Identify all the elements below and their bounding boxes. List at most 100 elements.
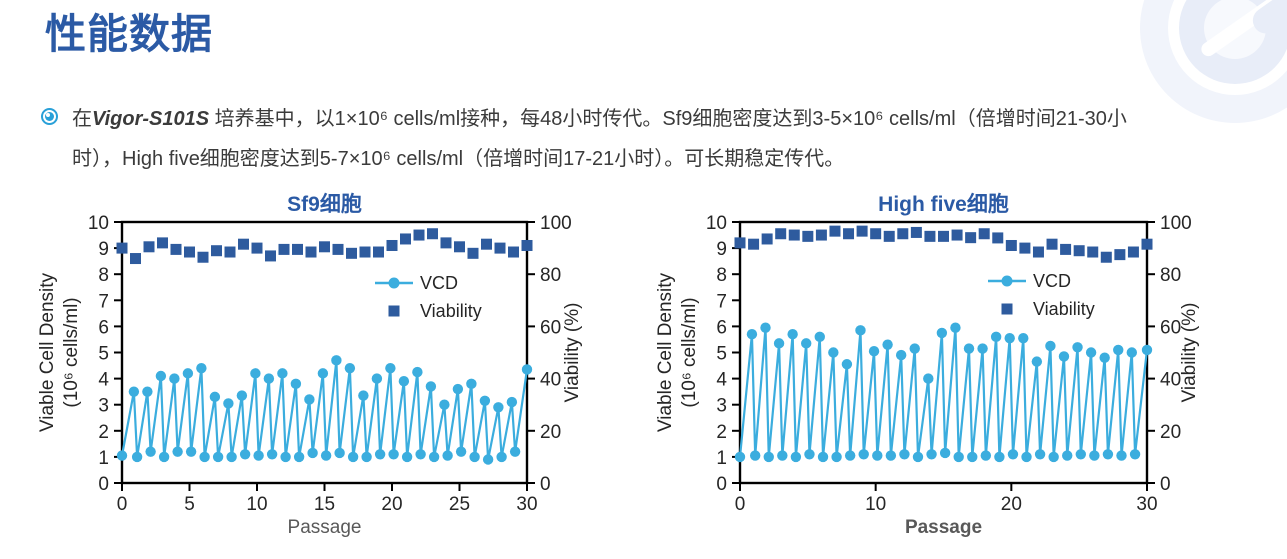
viability-marker (157, 237, 168, 249)
viability-marker (978, 228, 990, 240)
vcd-marker (371, 373, 383, 384)
legend-vcd-marker (1001, 275, 1013, 287)
vcd-marker (209, 391, 221, 403)
y-left-axis-title: Viable Cell Density (655, 272, 676, 432)
vcd-marker (828, 347, 839, 358)
vcd-marker (320, 450, 332, 461)
y-left-tick-label: 6 (98, 317, 109, 338)
viability-marker (359, 246, 371, 258)
vcd-marker (196, 362, 207, 374)
vcd-marker (749, 450, 761, 461)
y-right-axis-title: Viability (%) (562, 303, 583, 403)
vcd-marker (953, 451, 964, 463)
vcd-marker (466, 378, 477, 390)
vcd-marker (1031, 356, 1043, 367)
viability-marker (467, 247, 479, 259)
vcd-marker (734, 451, 746, 463)
viability-marker (481, 238, 492, 250)
y-left-tick-label: 1 (98, 448, 109, 469)
viability-marker (400, 233, 411, 245)
vcd-marker (455, 446, 467, 457)
legend-vcd-label: VCD (1033, 271, 1071, 291)
vcd-marker (923, 373, 934, 384)
vcd-marker (344, 362, 356, 374)
vcd-marker (185, 446, 197, 457)
y-left-tick-label: 6 (716, 317, 727, 338)
y-right-tick-label: 100 (540, 213, 572, 234)
viability-marker (211, 245, 222, 257)
y-left-tick-label: 10 (706, 213, 727, 234)
viability-marker (427, 228, 438, 240)
viability-marker (1046, 238, 1058, 250)
plot-frame (120, 220, 529, 485)
vcd-marker (145, 446, 156, 457)
y-right-tick-label: 60 (540, 317, 561, 338)
y-left-axis-title: Viable Cell Density (37, 272, 58, 432)
vcd-marker (425, 381, 437, 392)
viability-marker (224, 246, 236, 258)
vcd-marker (331, 355, 342, 366)
viability-marker (386, 239, 398, 251)
vcd-marker (253, 450, 264, 461)
y-left-tick-label: 8 (98, 265, 109, 286)
vcd-marker (521, 364, 533, 375)
x-tick-label: 20 (1001, 494, 1022, 515)
vcd-marker (304, 394, 315, 405)
x-axis-title: Passage (288, 517, 362, 538)
y-right-tick-label: 0 (1160, 474, 1171, 495)
vcd-marker (855, 325, 866, 336)
y-left-tick-label: 1 (716, 448, 727, 469)
vcd-marker (385, 362, 396, 374)
y-left-tick-label: 5 (98, 344, 109, 365)
vcd-marker (509, 446, 521, 457)
viability-marker (1114, 249, 1126, 261)
y-right-tick-label: 40 (1160, 370, 1181, 391)
vcd-marker (1102, 449, 1114, 460)
vcd-marker (266, 449, 278, 460)
viability-series (116, 228, 533, 265)
vcd-marker (442, 450, 453, 461)
vcd-marker (199, 451, 210, 463)
viability-marker (951, 229, 963, 241)
x-tick-label: 30 (1136, 494, 1157, 515)
vcd-marker (1045, 340, 1056, 352)
viability-marker (1087, 246, 1099, 258)
y-right-tick-label: 80 (540, 265, 561, 286)
viability-marker (521, 239, 533, 251)
vcd-marker (439, 399, 450, 410)
vcd-marker (1048, 451, 1059, 463)
vcd-marker (1004, 332, 1015, 344)
x-tick-label: 15 (314, 494, 335, 515)
vcd-marker (128, 386, 140, 397)
y-right-tick-label: 100 (1160, 213, 1192, 234)
viability-marker (1032, 246, 1044, 258)
viability-marker (1073, 245, 1085, 257)
vcd-marker (415, 449, 426, 460)
vcd-marker (334, 447, 345, 459)
vcd-marker (401, 451, 413, 463)
viability-marker (1141, 238, 1153, 250)
y-left-tick-label: 2 (716, 422, 727, 443)
y-left-tick-label: 7 (716, 291, 727, 312)
vcd-marker (868, 345, 880, 357)
vcd-marker (280, 451, 291, 463)
vcd-marker (882, 339, 893, 350)
viability-marker (897, 228, 909, 240)
viability-marker (346, 247, 357, 259)
vcd-marker (290, 378, 302, 390)
viability-marker (494, 242, 506, 254)
intro-section: 在Vigor-S101S 培养基中，以1×10⁶ cells/ml接种，每48小… (41, 99, 1147, 179)
viability-marker (1060, 243, 1072, 255)
x-tick-label: 30 (516, 494, 537, 515)
y-right-tick-label: 60 (1160, 317, 1181, 338)
vcd-marker (1129, 449, 1141, 460)
vcd-marker (967, 451, 978, 463)
vcd-marker (1116, 450, 1127, 461)
vcd-marker (760, 322, 771, 333)
viability-marker (116, 242, 128, 254)
vcd-marker (763, 451, 774, 463)
vcd-marker (787, 329, 798, 340)
viability-marker (1019, 242, 1031, 254)
